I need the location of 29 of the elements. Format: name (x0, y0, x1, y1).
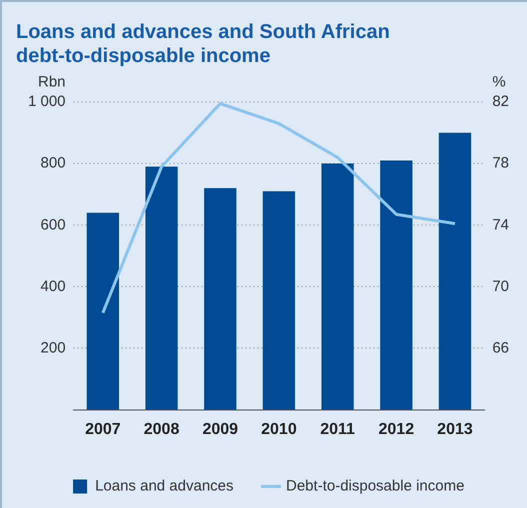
x-tick-label: 2009 (202, 420, 238, 438)
x-tick-label: 2013 (437, 420, 473, 438)
y-tick-label: 600 (40, 216, 66, 234)
bar (321, 164, 354, 410)
x-tick-label: 2008 (144, 420, 180, 438)
x-tick-label: 2011 (320, 420, 356, 438)
y2-tick-label: 78 (492, 154, 510, 172)
legend-label: Debt-to-disposable income (286, 478, 464, 495)
bar (204, 188, 236, 410)
x-tick-label: 2012 (378, 420, 414, 438)
y-tick-label: 1 000 (28, 93, 66, 110)
y2-tick-label: 66 (492, 339, 510, 356)
bar (438, 132, 472, 410)
y-tick-label: 200 (40, 339, 66, 356)
y-tick-label: 800 (40, 154, 66, 172)
bar (262, 191, 296, 410)
y2-tick-label: 70 (492, 278, 510, 295)
y2-tick-label: 82 (492, 93, 510, 110)
y-tick-label: 400 (40, 278, 66, 295)
y-axis-title: Rbn (38, 74, 66, 91)
y2-tick-label: 74 (492, 216, 510, 234)
chart-title: Loans and advances and South African debt-to-disposable income (16, 20, 391, 68)
legend-label: Loans and advances (95, 478, 234, 495)
bar (86, 212, 120, 410)
x-tick-label: 2010 (261, 420, 297, 438)
x-tick-label: 2007 (85, 420, 121, 438)
y2-axis-title: % (492, 74, 506, 91)
bar (380, 160, 412, 410)
bar (145, 166, 178, 410)
